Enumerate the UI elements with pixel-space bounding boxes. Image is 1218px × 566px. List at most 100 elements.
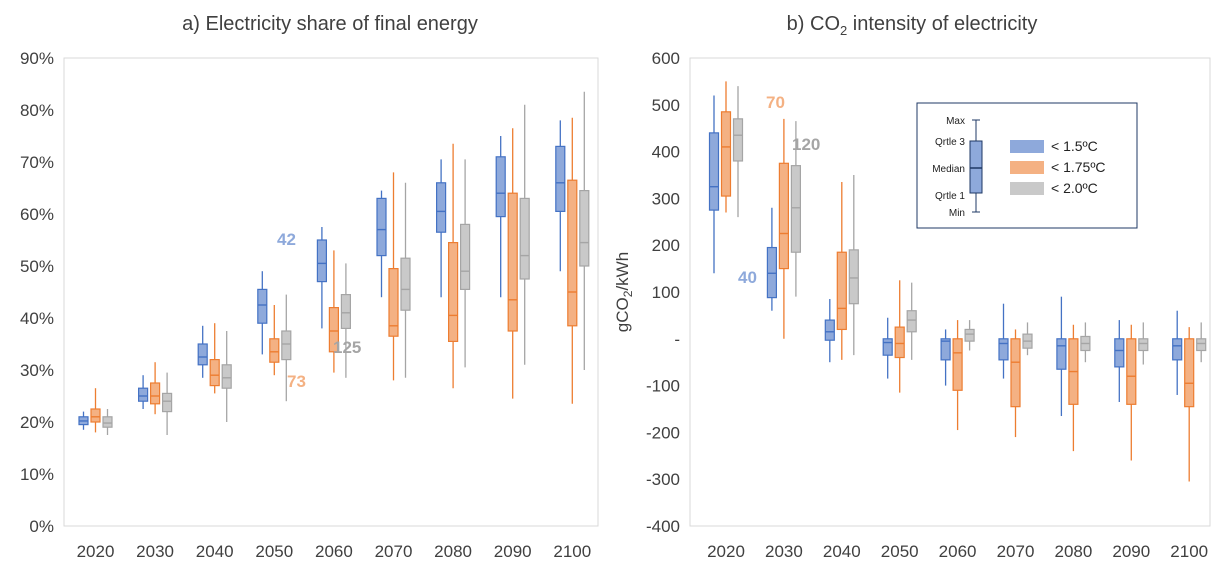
- x-tick-label: 2100: [1170, 542, 1208, 561]
- y-tick-label: 600: [652, 49, 680, 68]
- box-0-7: [1114, 320, 1125, 402]
- panel-a-count-15: 42: [277, 230, 296, 249]
- box-0-5: [998, 303, 1009, 379]
- box-1-0: [90, 388, 101, 433]
- box-1-5: [1010, 329, 1021, 438]
- box-0-5: [376, 190, 387, 298]
- y-tick-label: 500: [652, 96, 680, 115]
- box-0-8: [1172, 310, 1183, 395]
- panel-a-count-175: 73: [287, 372, 306, 391]
- box-2-4: [964, 320, 975, 351]
- y-tick-label: -200: [646, 423, 680, 442]
- y-tick-label: 50%: [20, 257, 54, 276]
- box-1-6: [1068, 324, 1079, 452]
- box-0-8: [555, 120, 566, 272]
- box-2-3: [281, 294, 292, 402]
- box-0-2: [197, 325, 208, 378]
- box-body: [708, 132, 720, 211]
- box-0-1: [766, 207, 778, 311]
- box-body: [882, 338, 893, 356]
- x-tick-label: 2080: [1054, 542, 1092, 561]
- box-body: [1010, 338, 1021, 408]
- panel-b-count-20: 120: [792, 135, 820, 154]
- box-body: [778, 162, 790, 270]
- y-tick-label: 90%: [20, 49, 54, 68]
- panel-b-co2-intensity: b) CO2 intensity of electricity gCO2/kWh…: [613, 13, 1211, 561]
- box-0-3: [882, 317, 893, 379]
- box-body: [90, 408, 101, 423]
- box-body: [221, 364, 232, 389]
- box-body: [162, 392, 173, 413]
- box-2-3: [906, 282, 917, 360]
- legend-key-q1-label: Qrtle 1: [935, 191, 965, 202]
- box-body: [579, 190, 590, 267]
- x-tick-label: 2040: [196, 542, 234, 561]
- box-2-2: [221, 331, 232, 422]
- x-tick-label: 2090: [494, 542, 532, 561]
- y-tick-label: 200: [652, 236, 680, 255]
- legend-label-175: < 1.75ºC: [1051, 159, 1106, 175]
- box-body: [964, 328, 975, 342]
- legend-label-20: < 2.0ºC: [1051, 180, 1098, 196]
- panel-b-plot-frame: [689, 57, 1211, 527]
- box-body: [328, 307, 339, 353]
- box-body: [567, 179, 578, 327]
- panel-a-x-ticks: 2020 2030 2040 2050 2060 2070 2080 2090 2100: [77, 542, 592, 561]
- panel-b-count-175: 70: [766, 93, 785, 112]
- box-0-2: [824, 299, 835, 363]
- box-1-6: [448, 143, 459, 389]
- box-body: [940, 338, 951, 361]
- box-body: [281, 330, 292, 361]
- box-2-5: [400, 182, 411, 378]
- box-0-4: [316, 227, 327, 329]
- box-body: [102, 416, 113, 428]
- legend-swatch-175: [1010, 161, 1044, 174]
- legend-swatch-20: [1010, 182, 1044, 195]
- y-tick-label: 0%: [29, 517, 54, 536]
- x-tick-label: 2070: [997, 542, 1035, 561]
- box-body: [766, 246, 778, 299]
- panel-b-title-main: b) CO: [787, 13, 840, 35]
- box-body: [197, 343, 208, 366]
- box-body: [952, 338, 963, 391]
- legend-key-box: [969, 140, 983, 194]
- box-body: [998, 338, 1009, 361]
- panel-b-boxes: [708, 81, 1207, 482]
- x-tick-label: 2030: [136, 542, 174, 561]
- panel-b-y-axis-label: gCO2/kWh: [613, 252, 635, 332]
- y-tick-label: 30%: [20, 361, 54, 380]
- box-1-1: [778, 118, 790, 339]
- box-1-4: [952, 320, 963, 431]
- panel-b-x-ticks: 2020 2030 2040 2050 2060 2070 2080 2090 2100: [707, 542, 1208, 561]
- legend-key-min-label: Min: [949, 208, 965, 219]
- x-tick-label: 2090: [1112, 542, 1150, 561]
- box-0-1: [138, 375, 149, 409]
- box-0-0: [708, 95, 720, 274]
- box-body: [436, 182, 447, 233]
- x-tick-label: 2030: [765, 542, 803, 561]
- y-tick-label: 100: [652, 283, 680, 302]
- box-0-6: [436, 159, 447, 298]
- y-tick-label: -100: [646, 377, 680, 396]
- box-1-8: [567, 117, 578, 404]
- box-0-6: [1056, 296, 1067, 417]
- panel-b-ylabel-rest: /kWh: [613, 252, 632, 291]
- box-body: [1138, 338, 1149, 352]
- box-body: [1196, 338, 1207, 352]
- box-body: [400, 257, 411, 311]
- box-body: [209, 359, 220, 387]
- panel-b-ylabel-main: gCO: [613, 297, 632, 332]
- box-0-7: [495, 136, 506, 298]
- box-body: [836, 251, 847, 331]
- panel-b-ylabel-sub: 2: [621, 290, 635, 297]
- box-0-3: [257, 271, 268, 355]
- y-tick-label: 60%: [20, 205, 54, 224]
- y-tick-label: -: [674, 330, 680, 349]
- x-tick-label: 2020: [707, 542, 745, 561]
- box-2-5: [1022, 322, 1033, 356]
- box-body: [460, 223, 471, 290]
- panel-a-plot-frame: [63, 57, 599, 527]
- box-1-8: [1184, 327, 1195, 482]
- panel-a-count-20: 125: [333, 338, 361, 357]
